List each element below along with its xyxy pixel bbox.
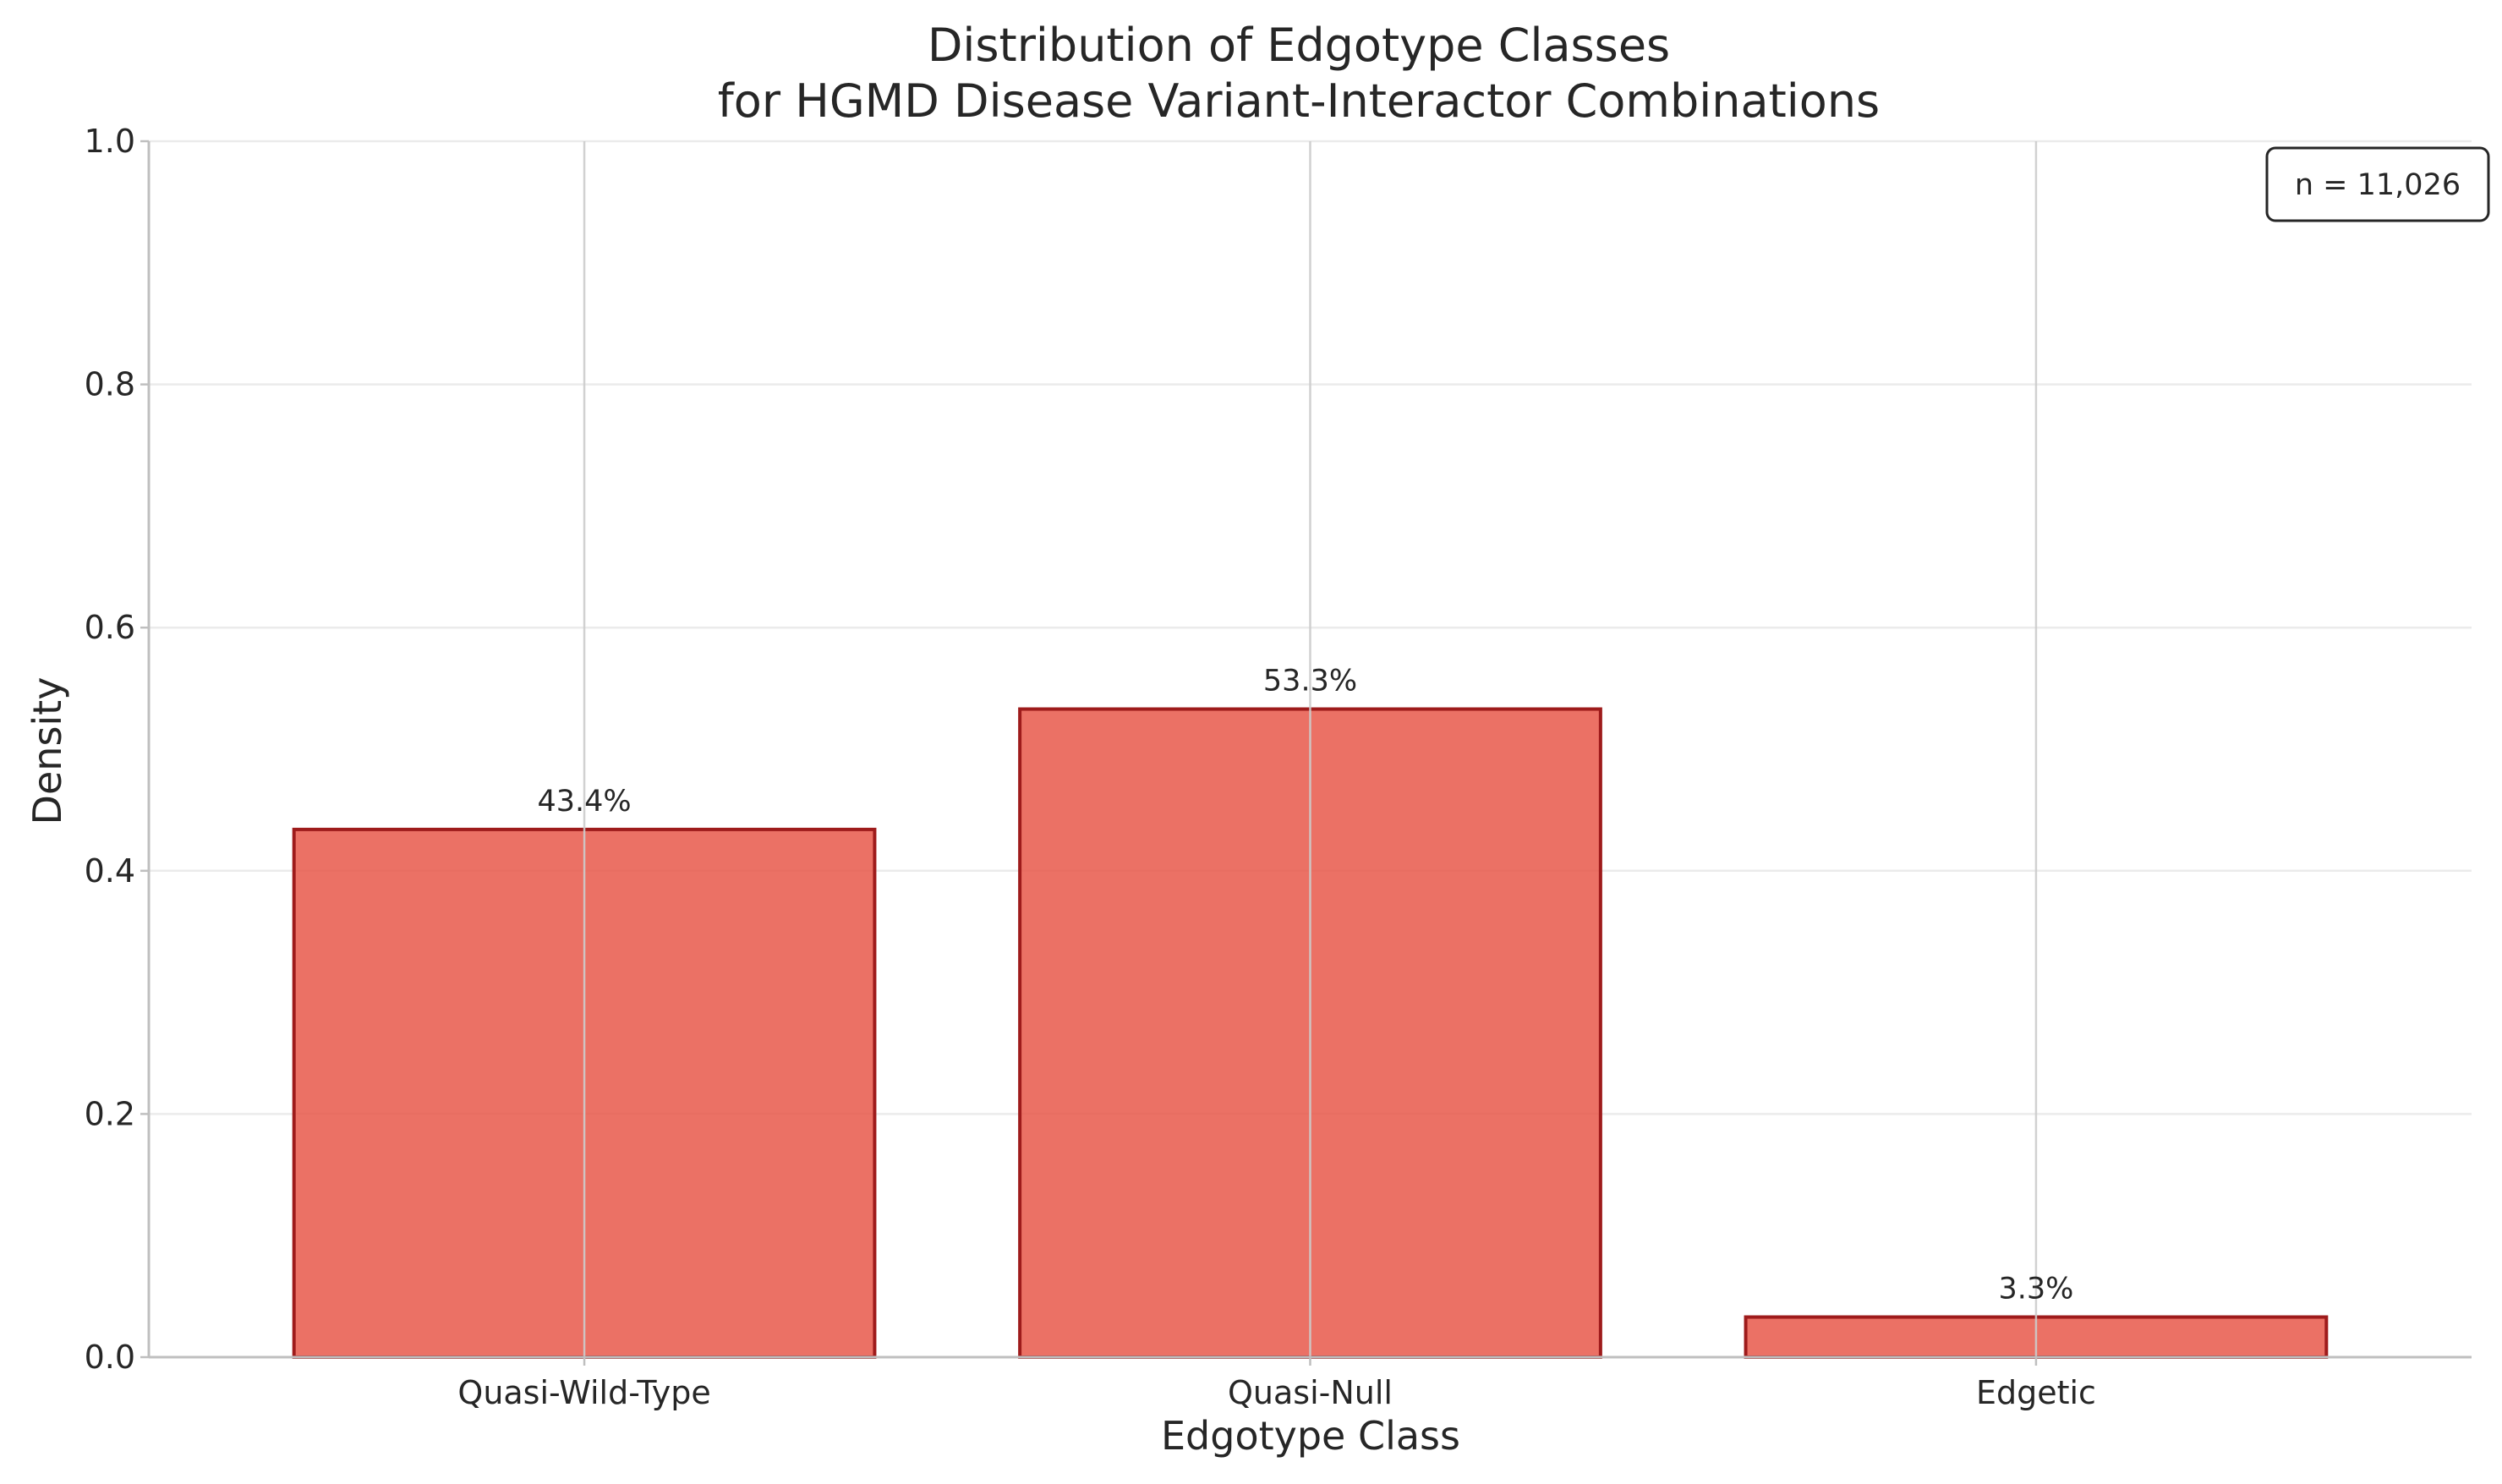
vertical-grid-layer: [583, 141, 2038, 1357]
y-tick-label: 0.0: [85, 1339, 135, 1376]
chart-title-line-2: for HGMD Disease Variant-Interactor Comb…: [718, 74, 1880, 128]
chart-title-line-1: Distribution of Edgotype Classes: [928, 19, 1670, 72]
y-tick-label: 0.2: [85, 1095, 135, 1132]
annotation-box: [2265, 146, 2490, 222]
x-tick-label: Quasi-Null: [1228, 1374, 1393, 1411]
x-tick-label: Quasi-Wild-Type: [457, 1374, 710, 1411]
annotation-text: n = 11,026: [2295, 168, 2461, 202]
y-tick-label: 0.8: [85, 366, 135, 403]
y-tick-label: 0.6: [85, 609, 135, 646]
bar-data-label: 53.3%: [1263, 665, 1357, 698]
sample-size-annotation: n = 11,026: [2265, 146, 2490, 222]
x-axis-label: Edgotype Class: [1161, 1413, 1460, 1459]
labels-layer: 0.0 0.2 0.4 0.6 0.8 1.0 Quasi-Wild-Type 43.4% Qu…: [85, 123, 2096, 1411]
y-axis-label: Density: [25, 677, 70, 825]
bar-data-label: 3.3%: [1998, 1273, 2073, 1306]
axes-layer: [140, 140, 2472, 1366]
y-tick-label: 0.4: [85, 852, 135, 890]
bar-data-label: 43.4%: [537, 785, 631, 819]
x-tick-label: Edgetic: [1976, 1374, 2096, 1411]
y-tick-label: 1.0: [85, 123, 135, 160]
